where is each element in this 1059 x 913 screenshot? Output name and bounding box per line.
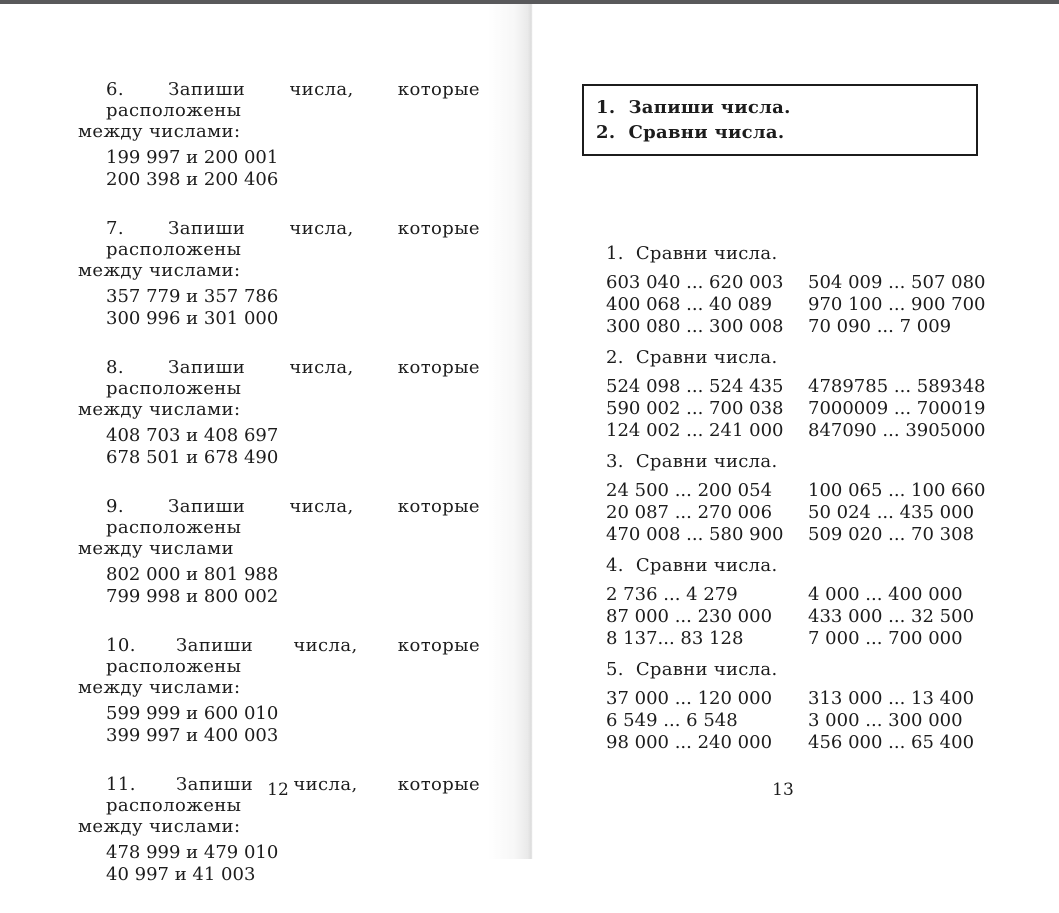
comparison-cell: 24 500 ... 200 054 bbox=[606, 480, 773, 501]
comparison-cell: 524 098 ... 524 435 bbox=[606, 376, 784, 397]
number-pair-list: 408 703 и 408 697 678 501 и 678 490 bbox=[78, 425, 480, 469]
exercise-7: 7. Запиши числа, которые расположены меж… bbox=[78, 218, 480, 330]
exercise-title-continuation: между числами: bbox=[78, 816, 241, 837]
exercise-title: 10. Запиши числа, которые расположены bbox=[106, 635, 480, 677]
instruction-item: 2. Сравни числа. bbox=[596, 122, 785, 143]
number-pair: 399 997 и 400 003 bbox=[106, 725, 279, 746]
comparison-cell: 100 065 ... 100 660 bbox=[808, 480, 986, 501]
number-pair: 678 501 и 678 490 bbox=[106, 447, 279, 468]
comparison-cell: 603 040 ... 620 003 bbox=[606, 272, 784, 293]
exercise-title-continuation: между числами: bbox=[78, 260, 241, 281]
exercise-title: 7. Запиши числа, которые расположены bbox=[106, 218, 480, 260]
exercise-10: 10. Запиши числа, которые расположены ме… bbox=[78, 635, 480, 747]
comparison-cell: 4 000 ... 400 000 bbox=[808, 584, 963, 605]
comparison-cell: 8 137... 83 128 bbox=[606, 628, 744, 649]
comparison-cell: 87 000 ... 230 000 bbox=[606, 606, 773, 627]
exercise-5: 5. Сравни числа. 37 000 ... 120 000 313 … bbox=[606, 659, 1036, 754]
comparison-cell: 433 000 ... 32 500 bbox=[808, 606, 975, 627]
comparison-cell: 70 090 ... 7 009 bbox=[808, 316, 952, 337]
comparison-cell: 456 000 ... 65 400 bbox=[808, 732, 975, 753]
left-page: 6. Запиши числа, которые расположены меж… bbox=[78, 79, 480, 913]
comparison-cell: 509 020 ... 70 308 bbox=[808, 524, 975, 545]
comparison-cell: 6 549 ... 6 548 bbox=[606, 710, 738, 731]
comparison-cell: 970 100 ... 900 700 bbox=[808, 294, 986, 315]
number-pair: 357 779 и 357 786 bbox=[106, 286, 279, 307]
exercise-title: 9. Запиши числа, которые расположены bbox=[106, 496, 480, 538]
number-pair: 199 997 и 200 001 bbox=[106, 147, 279, 168]
comparison-grid: 24 500 ... 200 054 100 065 ... 100 660 2… bbox=[606, 480, 1036, 546]
exercise-title-continuation: между числами: bbox=[78, 121, 241, 142]
instruction-item: 1. Запиши числа. bbox=[596, 97, 791, 118]
number-pair: 802 000 и 801 988 bbox=[106, 564, 279, 585]
number-pair-list: 357 779 и 357 786 300 996 и 301 000 bbox=[78, 286, 480, 330]
number-pair-list: 599 999 и 600 010 399 997 и 400 003 bbox=[78, 703, 480, 747]
number-pair: 408 703 и 408 697 bbox=[106, 425, 279, 446]
exercise-1: 1. Сравни числа. 603 040 ... 620 003 504… bbox=[606, 243, 1036, 338]
comparison-cell: 98 000 ... 240 000 bbox=[606, 732, 773, 753]
instruction-box: 1. Запиши числа. 2. Сравни числа. bbox=[582, 84, 978, 156]
number-pair: 300 996 и 301 000 bbox=[106, 308, 279, 329]
comparison-cell: 7000009 ... 700019 bbox=[808, 398, 986, 419]
number-pair: 478 999 и 479 010 bbox=[106, 842, 279, 863]
comparison-cell: 3 000 ... 300 000 bbox=[808, 710, 963, 731]
comparison-cell: 590 002 ... 700 038 bbox=[606, 398, 784, 419]
number-pair-list: 199 997 и 200 001 200 398 и 200 406 bbox=[78, 147, 480, 191]
number-pair-list: 802 000 и 801 988 799 998 и 800 002 bbox=[78, 564, 480, 608]
exercise-8: 8. Запиши числа, которые расположены меж… bbox=[78, 357, 480, 469]
exercise-title: 3. Сравни числа. bbox=[606, 451, 778, 472]
comparison-cell: 504 009 ... 507 080 bbox=[808, 272, 986, 293]
exercise-title-continuation: между числами: bbox=[78, 399, 241, 420]
number-pair: 200 398 и 200 406 bbox=[106, 169, 279, 190]
comparison-grid: 524 098 ... 524 435 4789785 ... 589348 5… bbox=[606, 376, 1036, 442]
number-pair-list: 478 999 и 479 010 40 997 и 41 003 bbox=[78, 842, 480, 886]
number-pair: 599 999 и 600 010 bbox=[106, 703, 279, 724]
exercise-title: 2. Сравни числа. bbox=[606, 347, 778, 368]
comparison-cell: 50 024 ... 435 000 bbox=[808, 502, 975, 523]
exercise-title: 6. Запиши числа, которые расположены bbox=[106, 79, 480, 121]
right-page: 1. Сравни числа. 603 040 ... 620 003 504… bbox=[606, 243, 1036, 763]
comparison-cell: 313 000 ... 13 400 bbox=[808, 688, 975, 709]
page-number-right: 13 bbox=[772, 780, 794, 800]
comparison-grid: 2 736 ... 4 279 4 000 ... 400 000 87 000… bbox=[606, 584, 1036, 650]
exercise-4: 4. Сравни числа. 2 736 ... 4 279 4 000 .… bbox=[606, 555, 1036, 650]
exercise-6: 6. Запиши числа, которые расположены меж… bbox=[78, 79, 480, 191]
comparison-cell: 37 000 ... 120 000 bbox=[606, 688, 773, 709]
exercise-title-continuation: между числами: bbox=[78, 677, 241, 698]
comparison-cell: 400 068 ... 40 089 bbox=[606, 294, 773, 315]
comparison-grid: 603 040 ... 620 003 504 009 ... 507 080 … bbox=[606, 272, 1036, 338]
comparison-cell: 20 087 ... 270 006 bbox=[606, 502, 773, 523]
exercise-9: 9. Запиши числа, которые расположены меж… bbox=[78, 496, 480, 608]
number-pair: 40 997 и 41 003 bbox=[106, 864, 256, 885]
exercise-title: 1. Сравни числа. bbox=[606, 243, 778, 264]
exercise-title: 8. Запиши числа, которые расположены bbox=[106, 357, 480, 399]
comparison-cell: 2 736 ... 4 279 bbox=[606, 584, 738, 605]
page-number-left: 12 bbox=[267, 780, 289, 800]
page-spine bbox=[488, 4, 536, 859]
comparison-cell: 470 008 ... 580 900 bbox=[606, 524, 784, 545]
comparison-cell: 4789785 ... 589348 bbox=[808, 376, 986, 397]
number-pair: 799 998 и 800 002 bbox=[106, 586, 279, 607]
top-edge-bar bbox=[0, 0, 1059, 4]
comparison-cell: 300 080 ... 300 008 bbox=[606, 316, 784, 337]
exercise-2: 2. Сравни числа. 524 098 ... 524 435 478… bbox=[606, 347, 1036, 442]
comparison-grid: 37 000 ... 120 000 313 000 ... 13 400 6 … bbox=[606, 688, 1036, 754]
comparison-cell: 847090 ... 3905000 bbox=[808, 420, 986, 441]
comparison-cell: 7 000 ... 700 000 bbox=[808, 628, 963, 649]
exercise-title-continuation: между числами bbox=[78, 538, 234, 559]
exercise-3: 3. Сравни числа. 24 500 ... 200 054 100 … bbox=[606, 451, 1036, 546]
comparison-cell: 124 002 ... 241 000 bbox=[606, 420, 784, 441]
exercise-title: 4. Сравни числа. bbox=[606, 555, 778, 576]
exercise-title: 11. Запиши числа, которые расположены bbox=[106, 774, 480, 816]
exercise-title: 5. Сравни числа. bbox=[606, 659, 778, 680]
